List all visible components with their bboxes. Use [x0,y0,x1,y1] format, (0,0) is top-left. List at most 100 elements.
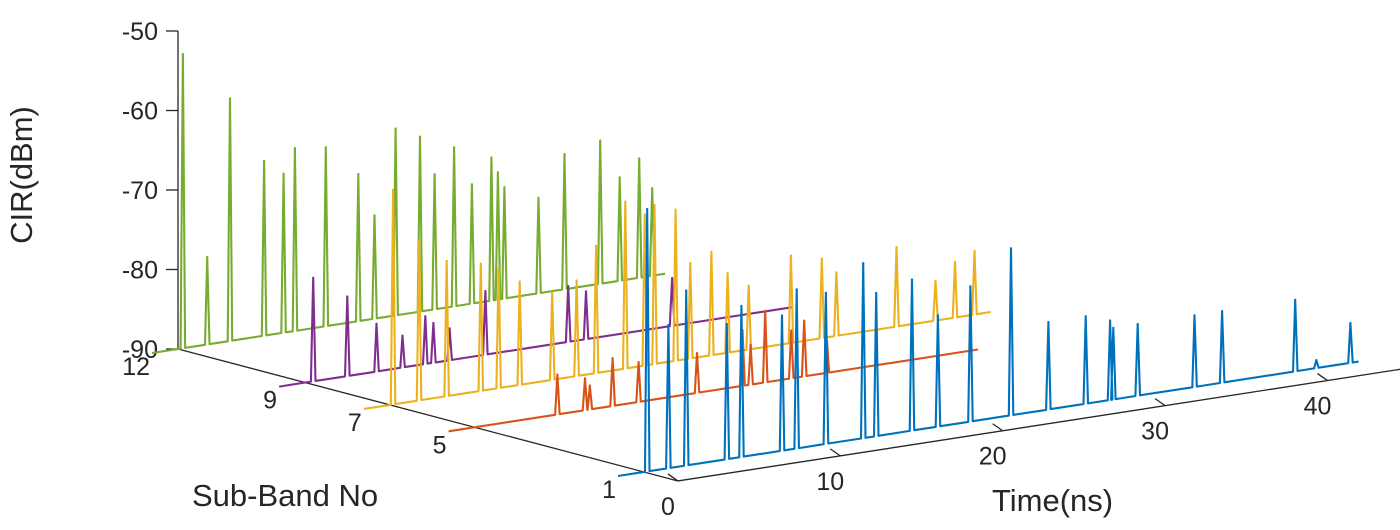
peak-point [973,249,976,252]
peak-point [749,343,752,346]
series-subband-5 [448,309,979,433]
peak-point [392,188,395,191]
z-tick-label: -90 [122,336,158,364]
peak-point [282,172,285,175]
peak-point [689,262,692,265]
peak-point [895,246,898,249]
peak-point [567,285,570,288]
peak-point [588,384,591,387]
x-tick-mark [1154,398,1166,407]
peak-point [726,272,729,275]
peak-point [479,262,482,265]
peak-point [503,186,506,189]
peak-point [1315,359,1318,362]
peak-point [969,285,972,288]
peak-point [936,314,940,317]
peak-point [181,53,184,56]
peak-point [312,276,315,279]
peak-point [695,352,699,355]
x-tick-label: 40 [1304,393,1332,421]
peak-point [583,377,587,380]
x-axis-label: Time(ns) [992,483,1113,518]
series-subband-1 [617,208,1359,478]
z-tick-label: -50 [122,18,158,46]
series-subband-9 [278,276,793,388]
peak-point [599,139,602,142]
peak-point [1349,322,1352,325]
peak-point [653,203,656,207]
x-axis-line [677,368,1400,482]
peak-point [1193,314,1196,317]
y-axis-line [177,348,679,482]
peak-point [263,159,266,162]
peak-point [710,250,713,253]
peak-point [618,176,621,179]
peak-point [764,309,767,312]
peak-point [651,187,654,190]
peak-point [556,373,559,376]
peak-point [1112,326,1115,329]
peak-point [875,291,878,295]
peak-point [394,127,397,130]
peak-point [685,289,688,292]
peak-point [324,146,327,149]
peak-point [518,280,521,283]
peak-point [824,291,828,294]
peak-point [820,257,823,260]
peak-point [484,290,487,293]
axes: -50 -60 -70 -80 -90 1 5 7 9 12 0 10 20 30 40 [122,18,1400,521]
peak-point [910,278,914,281]
y-tick-label: 1 [602,476,616,504]
peak-point [418,135,422,138]
peak-point [206,255,209,259]
series-line-subband-1 [617,208,1359,478]
peak-point [418,240,421,243]
peak-point [624,200,627,203]
peak-point [671,277,674,280]
x-tick-mark [667,473,679,482]
peak-point [1294,298,1297,301]
y-axis-label: Sub-Band No [192,478,378,513]
peak-point [790,329,793,332]
peak-point [470,183,473,186]
peak-point [375,322,378,325]
peak-point [674,208,677,211]
peak-point [373,214,376,217]
z-tick-label: -80 [122,257,158,285]
peak-point [795,288,798,291]
peak-point [490,156,493,159]
peak-point [803,319,806,322]
peak-point [740,304,743,307]
peak-point [1136,323,1139,326]
z-tick-label: -60 [122,98,158,126]
z-axis-label: CIR(dBm) [4,106,39,244]
x-tick-mark [1317,373,1328,382]
peak-point [401,334,404,337]
peak-point [563,153,566,156]
peak-point [445,259,448,263]
peak-point [667,324,670,327]
peak-point [424,315,427,318]
x-tick-mark [829,448,841,457]
peak-point [1084,315,1087,318]
series-line-subband-5 [448,309,979,433]
x-tick-label: 10 [816,468,844,496]
peak-point [537,196,540,199]
series-line-subband-12 [151,53,666,355]
peak-point [432,321,435,325]
peak-point [497,267,500,270]
x-tick-label: 0 [661,493,675,521]
peak-point [1221,310,1224,313]
peak-point [934,279,937,282]
peak-point [496,171,499,174]
peak-point [551,291,554,294]
x-tick-label: 30 [1141,418,1169,446]
peak-point [448,327,451,330]
peak-point [835,271,838,274]
peak-point [228,97,232,100]
peak-point [611,357,614,360]
peak-point [293,147,296,150]
series-subband-12 [151,53,666,355]
peak-point [584,290,588,293]
